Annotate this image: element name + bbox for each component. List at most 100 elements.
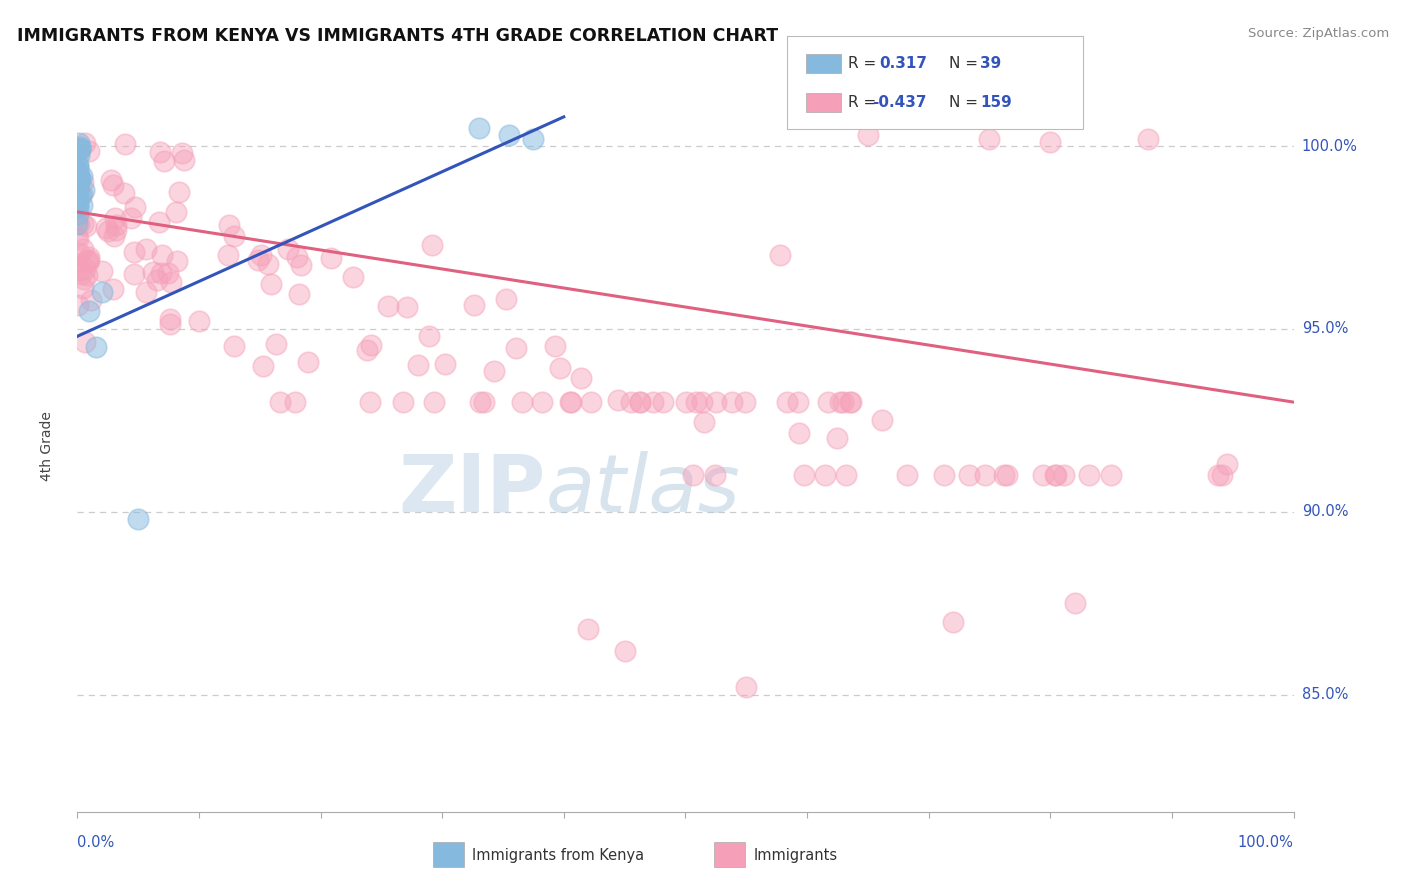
- Point: [135, 285, 157, 299]
- Point: [579, 395, 602, 409]
- Point: [104, 223, 127, 237]
- Point: [835, 468, 858, 483]
- Point: [103, 178, 125, 192]
- Point: [467, 120, 489, 135]
- Point: [70, 197, 93, 211]
- Point: [142, 265, 165, 279]
- Point: [67, 148, 90, 162]
- Point: [66, 181, 89, 195]
- Point: [392, 395, 415, 409]
- Point: [628, 395, 651, 409]
- Point: [495, 292, 517, 306]
- Point: [297, 355, 319, 369]
- Point: [67, 246, 90, 260]
- Point: [67, 169, 90, 184]
- Point: [66, 232, 89, 246]
- Point: [814, 468, 837, 483]
- Point: [652, 395, 675, 409]
- Point: [101, 282, 124, 296]
- Text: N =: N =: [949, 56, 983, 70]
- Point: [342, 270, 364, 285]
- Point: [69, 173, 91, 187]
- Point: [1206, 468, 1229, 483]
- Point: [377, 299, 399, 313]
- Point: [979, 132, 1001, 146]
- Point: [104, 218, 127, 232]
- Point: [530, 395, 553, 409]
- Point: [510, 395, 533, 409]
- Point: [613, 644, 636, 658]
- Point: [90, 285, 112, 300]
- Point: [170, 145, 193, 160]
- Point: [222, 339, 245, 353]
- Point: [685, 395, 707, 409]
- Text: Source: ZipAtlas.com: Source: ZipAtlas.com: [1249, 27, 1389, 40]
- Point: [522, 132, 544, 146]
- Point: [468, 395, 491, 409]
- Point: [73, 272, 96, 286]
- Point: [66, 159, 89, 173]
- Point: [793, 468, 815, 483]
- Point: [103, 228, 125, 243]
- Point: [569, 371, 592, 385]
- Point: [77, 250, 100, 264]
- Point: [256, 257, 278, 271]
- Point: [77, 253, 100, 268]
- Point: [472, 395, 495, 409]
- Point: [505, 341, 527, 355]
- Point: [73, 184, 96, 198]
- Point: [67, 217, 90, 231]
- Text: Immigrants: Immigrants: [754, 848, 838, 863]
- Point: [173, 153, 195, 168]
- Point: [70, 267, 93, 281]
- Point: [67, 172, 90, 186]
- Point: [91, 264, 114, 278]
- Point: [159, 317, 181, 331]
- Point: [66, 211, 89, 225]
- Point: [359, 395, 381, 409]
- Point: [839, 395, 862, 409]
- Text: IMMIGRANTS FROM KENYA VS IMMIGRANTS 4TH GRADE CORRELATION CHART: IMMIGRANTS FROM KENYA VS IMMIGRANTS 4TH …: [17, 27, 778, 45]
- Point: [433, 358, 456, 372]
- Point: [703, 468, 725, 483]
- Point: [817, 395, 839, 409]
- Point: [73, 136, 96, 150]
- Point: [734, 395, 756, 409]
- Point: [266, 337, 288, 351]
- Point: [72, 175, 94, 189]
- Text: ZIP: ZIP: [398, 450, 546, 529]
- Point: [96, 220, 118, 235]
- Point: [69, 140, 91, 154]
- Point: [135, 243, 157, 257]
- Point: [1053, 468, 1076, 483]
- Point: [67, 166, 90, 180]
- Point: [284, 395, 307, 409]
- Point: [1043, 468, 1066, 483]
- Point: [67, 200, 90, 214]
- Point: [70, 169, 93, 183]
- Text: 100.0%: 100.0%: [1302, 138, 1358, 153]
- Point: [408, 358, 430, 372]
- Text: 90.0%: 90.0%: [1302, 504, 1348, 519]
- Point: [66, 192, 89, 206]
- Point: [124, 200, 146, 214]
- Point: [149, 145, 172, 159]
- Text: 95.0%: 95.0%: [1302, 321, 1348, 336]
- Point: [463, 297, 485, 311]
- Point: [100, 173, 122, 187]
- Point: [828, 395, 851, 409]
- Text: 4th Grade: 4th Grade: [39, 411, 53, 481]
- Point: [319, 251, 342, 265]
- Point: [73, 335, 96, 350]
- Point: [167, 185, 190, 199]
- Point: [934, 468, 956, 483]
- Point: [67, 136, 90, 150]
- Text: N =: N =: [949, 95, 983, 110]
- Point: [420, 237, 443, 252]
- Point: [720, 395, 742, 409]
- Point: [150, 248, 173, 262]
- Point: [360, 338, 382, 352]
- Point: [66, 165, 89, 179]
- Text: 159: 159: [980, 95, 1012, 110]
- Point: [66, 172, 89, 186]
